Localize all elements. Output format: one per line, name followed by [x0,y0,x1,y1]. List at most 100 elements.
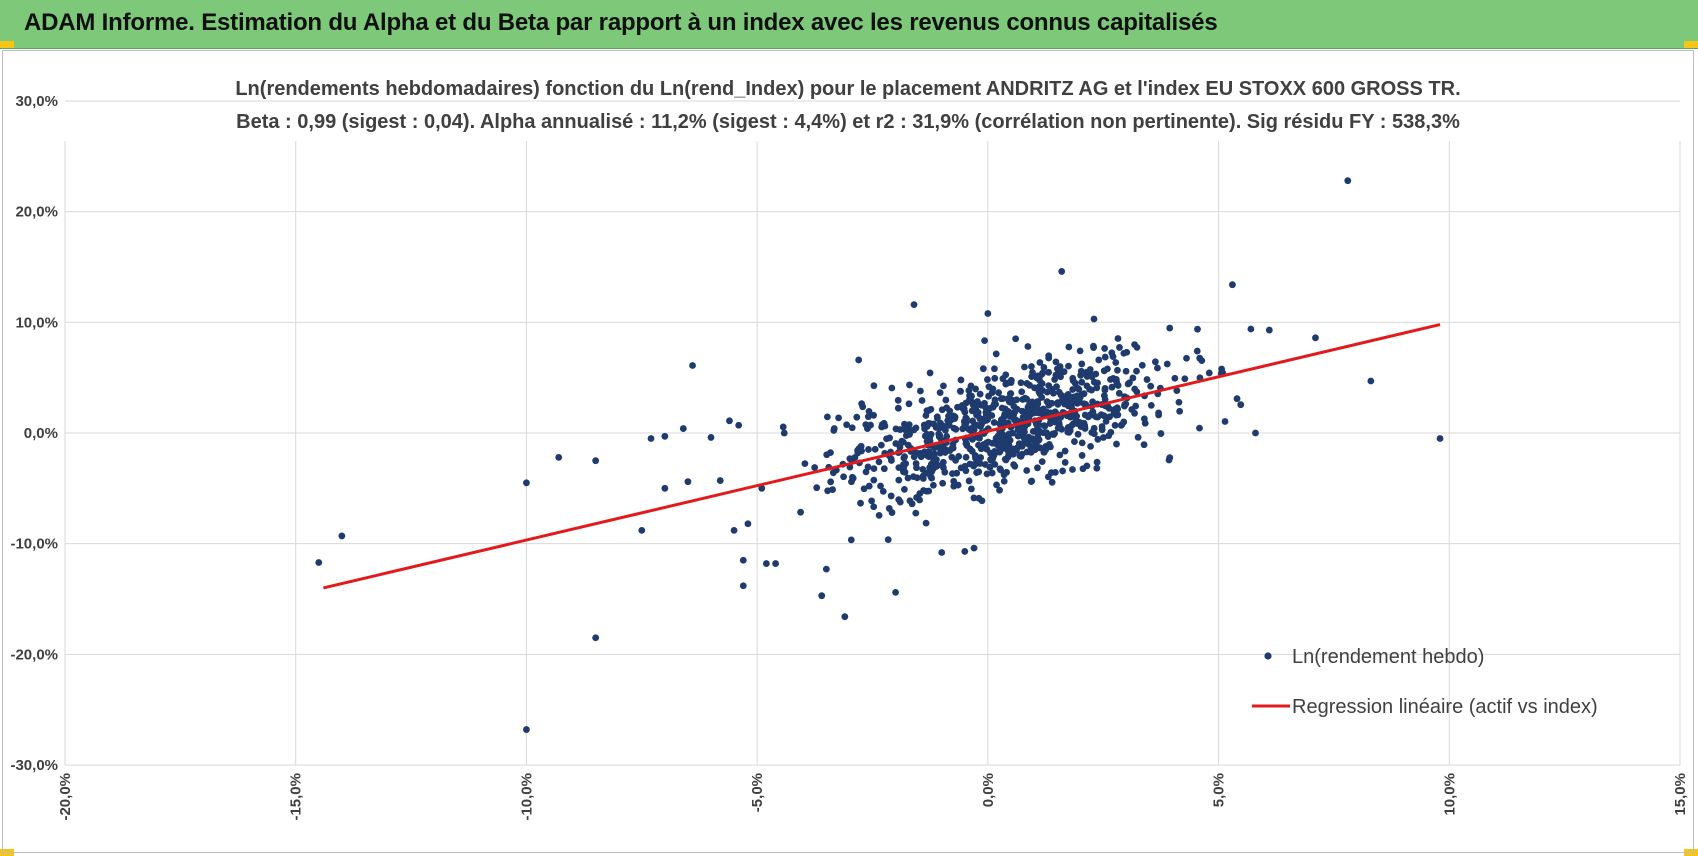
scatter-point [1094,413,1102,421]
scatter-point [843,421,851,429]
scatter-point [1163,360,1171,368]
scatter-point [1007,396,1015,404]
x-tick-label: -20,0% [57,773,74,821]
scatter-point [1095,356,1103,364]
scatter-point [962,399,970,407]
scatter-point [1143,376,1151,383]
scatter-point [1101,345,1109,352]
scatter-point [1064,393,1072,401]
scatter-point [1129,374,1137,382]
scatter-point [1012,335,1020,343]
scatter-point [1157,430,1165,437]
corner-mark-top-left [0,41,14,48]
scatter-point [999,438,1007,446]
scatter-point [1080,390,1088,398]
scatter-point [1052,358,1060,366]
scatter-point [1175,398,1183,406]
scatter-point [976,390,984,398]
scatter-point [989,403,997,411]
scatter-point [885,505,893,512]
scatter-point [1012,416,1019,424]
scatter-point [1026,411,1034,419]
scatter-point [1023,467,1031,474]
scatter-point [853,413,861,421]
scatter-point [1001,411,1008,418]
scatter-point [921,425,928,433]
scatter-point [1023,395,1031,403]
scatter-point [1113,440,1120,448]
scatter-point [961,548,969,555]
scatter-point [862,468,870,476]
scatter-point [1131,341,1138,348]
scatter-point [1030,402,1037,410]
scatter-point [1196,354,1204,362]
scatter-point [1011,462,1019,470]
scatter-point [1233,395,1241,403]
scatter-point [1028,373,1036,381]
scatter-point [1057,391,1065,399]
scatter-point [1058,425,1066,433]
scatter-point [762,560,770,567]
scatter-point [939,479,947,487]
y-tick-label: -10,0% [10,536,58,553]
scatter-point [1196,424,1203,432]
scatter-point [931,450,938,458]
legend-marker-scatter [1264,652,1272,660]
scatter-point [995,389,1003,397]
scatter-point [1107,428,1115,436]
scatter-point [939,422,947,430]
scatter-point [983,470,991,478]
scatter-point [1038,458,1046,466]
scatter-point [1147,382,1155,390]
scatter-point [1038,380,1046,387]
scatter-point [1004,434,1011,441]
scatter-point [982,408,990,416]
scatter-point [758,484,766,492]
scatter-point [896,426,904,433]
scatter-point [1125,379,1133,387]
scatter-point [855,356,863,364]
scatter-point [1155,409,1162,417]
scatter-point [937,446,945,454]
scatter-point [1069,377,1077,385]
scatter-point [971,452,979,460]
scatter-point [972,385,979,393]
scatter-point [823,413,831,421]
scatter-point [936,431,944,439]
scatter-point [744,520,752,528]
scatter-point [887,492,895,500]
scatter-point [1111,421,1119,429]
scatter-point [638,526,646,534]
x-tick-label: 0,0% [980,773,997,807]
scatter-point [1247,325,1255,333]
scatter-point [1078,378,1086,386]
scatter-point [1044,399,1052,407]
scatter-point [846,455,854,463]
scatter-point [827,449,834,457]
scatter-point [1001,405,1009,413]
scatter-point [1099,434,1107,441]
scatter-point [870,503,878,511]
scatter-point [1114,405,1122,413]
scatter-point [1018,425,1026,432]
scatter-point [689,362,696,369]
scatter-point [949,441,957,448]
scatter-point [848,478,855,486]
scatter-point [1065,343,1073,351]
scatter-point [1003,468,1010,476]
scatter-point [894,396,902,404]
scatter-point [896,498,904,506]
scatter-point [942,446,950,454]
scatter-point [926,369,934,377]
scatter-point [1140,415,1148,423]
scatter-point [901,453,908,461]
x-tick-label: -10,0% [518,773,535,821]
scatter-point [1093,464,1101,472]
legend-label-regression: Regression linéaire (actif vs index) [1292,696,1598,718]
scatter-point [945,421,953,429]
scatter-point [1083,462,1091,470]
scatter-point [1344,177,1352,185]
scatter-point [1029,427,1037,435]
scatter-point [1151,358,1159,366]
scatter-point [822,565,830,573]
